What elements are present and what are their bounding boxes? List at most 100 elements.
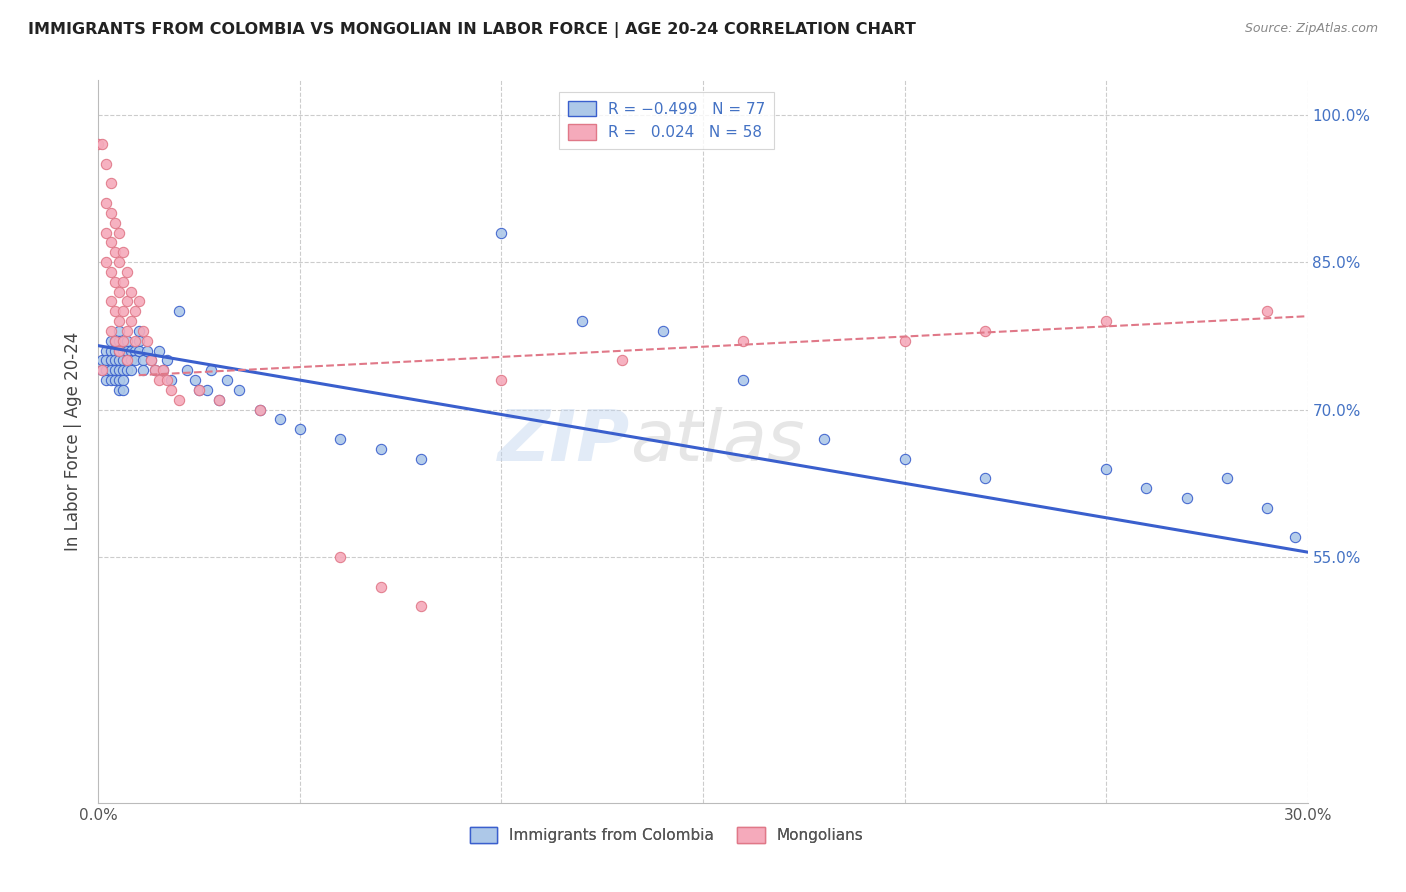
Point (115, 265, 138, 279)
Point (208, 392, 231, 407)
Point (409, 451, 432, 466)
Point (124, 304, 146, 318)
Point (96, 226, 118, 240)
Point (124, 334, 146, 348)
Text: ZIP: ZIP (498, 407, 630, 476)
Point (228, 383, 250, 397)
Point (107, 314, 129, 328)
Point (128, 343, 150, 358)
Point (1095, 461, 1118, 475)
Point (893, 451, 915, 466)
Point (733, 334, 755, 348)
Point (1135, 481, 1157, 495)
Point (115, 353, 138, 368)
Point (100, 363, 122, 377)
Point (111, 353, 134, 368)
Point (974, 471, 997, 485)
Point (128, 294, 150, 309)
Point (612, 353, 634, 368)
Point (103, 304, 125, 318)
Point (107, 353, 129, 368)
Text: IMMIGRANTS FROM COLOMBIA VS MONGOLIAN IN LABOR FORCE | AGE 20-24 CORRELATION CHA: IMMIGRANTS FROM COLOMBIA VS MONGOLIAN IN… (28, 22, 915, 38)
Point (733, 373, 755, 387)
Point (139, 353, 162, 368)
Point (100, 334, 122, 348)
Point (370, 580, 392, 594)
Point (111, 383, 134, 397)
Point (1256, 500, 1278, 515)
Point (96, 373, 118, 387)
Point (107, 324, 129, 338)
Point (160, 373, 183, 387)
Point (208, 392, 231, 407)
Text: atlas: atlas (630, 407, 806, 476)
Point (288, 422, 311, 436)
Point (111, 373, 134, 387)
Point (107, 343, 129, 358)
Point (96, 363, 118, 377)
Point (107, 255, 129, 269)
Point (91, 137, 114, 152)
Point (111, 334, 134, 348)
Point (167, 392, 190, 407)
Point (200, 363, 222, 377)
Point (813, 432, 835, 446)
Point (148, 373, 170, 387)
Point (329, 432, 352, 446)
Point (111, 304, 134, 318)
Point (120, 363, 142, 377)
Point (1284, 530, 1306, 544)
Point (143, 363, 166, 377)
Point (188, 383, 211, 397)
Point (370, 442, 392, 456)
Point (100, 177, 122, 191)
Point (100, 373, 122, 387)
Point (128, 334, 150, 348)
Point (124, 343, 146, 358)
Point (100, 343, 122, 358)
Point (100, 294, 122, 309)
Point (103, 373, 125, 387)
Point (103, 334, 125, 348)
Point (96, 196, 118, 211)
Point (115, 363, 138, 377)
Point (135, 334, 157, 348)
Point (100, 235, 122, 250)
Point (167, 304, 190, 318)
Point (135, 343, 157, 358)
Point (1216, 471, 1239, 485)
Point (491, 226, 513, 240)
Point (107, 285, 129, 299)
Point (651, 324, 673, 338)
Point (111, 245, 134, 260)
Point (152, 363, 174, 377)
Point (120, 314, 142, 328)
Point (115, 334, 138, 348)
Point (115, 324, 138, 338)
Point (111, 275, 134, 289)
Point (100, 265, 122, 279)
Point (96, 353, 118, 368)
Point (91, 363, 114, 377)
Point (156, 353, 179, 368)
Point (103, 245, 125, 260)
Point (103, 275, 125, 289)
Y-axis label: In Labor Force | Age 20-24: In Labor Force | Age 20-24 (65, 332, 83, 551)
Point (120, 353, 142, 368)
Point (107, 363, 129, 377)
Point (115, 343, 138, 358)
Point (100, 206, 122, 220)
Point (132, 353, 155, 368)
Point (148, 343, 170, 358)
Point (111, 343, 134, 358)
Point (269, 412, 291, 426)
Point (188, 383, 211, 397)
Point (107, 383, 129, 397)
Point (156, 373, 179, 387)
Point (128, 324, 150, 338)
Point (1175, 491, 1198, 505)
Point (107, 373, 129, 387)
Point (103, 363, 125, 377)
Point (107, 343, 129, 358)
Point (91, 353, 114, 368)
